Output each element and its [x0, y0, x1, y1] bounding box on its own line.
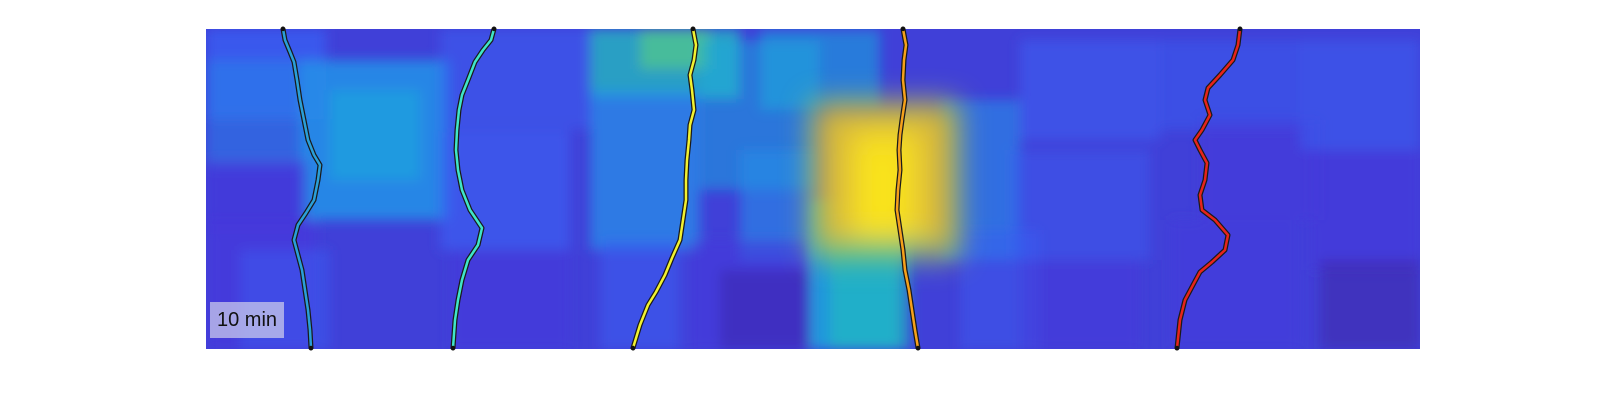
trace-endpoint [280, 26, 286, 32]
heatmap-patch [440, 29, 590, 129]
heatmap-patch [1170, 220, 1300, 349]
heatmap-patch [330, 90, 420, 180]
trace-endpoint [690, 26, 696, 32]
trace-endpoint [915, 345, 921, 351]
trajectory-trace-2 [451, 27, 496, 350]
trace-endpoint [308, 345, 314, 351]
time-scale-label: 10 min [210, 302, 284, 338]
trajectory-trace-5 [1175, 27, 1242, 350]
heatmap-patch [720, 270, 810, 349]
trace-endpoint [450, 345, 456, 351]
trace-endpoint [630, 345, 636, 351]
hotspot-patch [860, 150, 900, 230]
trace-endpoint [1174, 345, 1180, 351]
heatmap-patch [640, 29, 710, 69]
trajectory-traces [280, 26, 1243, 351]
trace-endpoint [1237, 26, 1243, 32]
trace-endpoint [491, 26, 497, 32]
heatmap-patch [1010, 150, 1150, 260]
heatmap-patch [1020, 260, 1140, 349]
heatmap-patch [1320, 260, 1420, 349]
heatmap-patch [450, 250, 570, 349]
trajectory-trace-3 [631, 27, 698, 350]
heatmap-patch [206, 60, 306, 170]
heatmap-hotspot [810, 100, 960, 260]
heatmap-field [206, 29, 1420, 349]
heatmap-patch [1310, 150, 1420, 270]
trace-endpoint [900, 26, 906, 32]
heatmap-patch [1300, 40, 1420, 150]
heatmap-patch [1020, 40, 1160, 140]
trajectory-trace-4 [895, 27, 920, 350]
hotspot-patch [820, 240, 940, 260]
heatmap-patch [760, 30, 880, 110]
trajectory-trace-1 [281, 27, 322, 350]
heatmap-patch [206, 160, 306, 230]
heatmap-patch [1160, 40, 1300, 130]
